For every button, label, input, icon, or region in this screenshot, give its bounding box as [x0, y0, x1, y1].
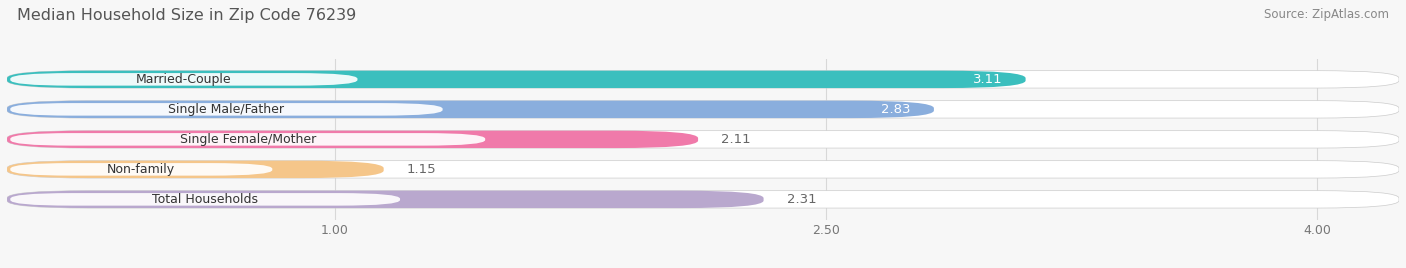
FancyBboxPatch shape [7, 101, 934, 118]
FancyBboxPatch shape [7, 191, 763, 208]
FancyBboxPatch shape [7, 161, 384, 178]
Text: Non-family: Non-family [107, 163, 176, 176]
FancyBboxPatch shape [10, 193, 401, 206]
FancyBboxPatch shape [10, 133, 485, 146]
FancyBboxPatch shape [10, 163, 273, 176]
FancyBboxPatch shape [10, 103, 443, 116]
FancyBboxPatch shape [7, 161, 1399, 178]
Text: 2.11: 2.11 [721, 133, 751, 146]
Text: Single Female/Mother: Single Female/Mother [180, 133, 316, 146]
Text: 2.83: 2.83 [882, 103, 911, 116]
Text: 2.31: 2.31 [786, 193, 815, 206]
FancyBboxPatch shape [7, 131, 699, 148]
FancyBboxPatch shape [7, 191, 1399, 208]
Text: 3.11: 3.11 [973, 73, 1002, 86]
Text: 1.15: 1.15 [406, 163, 436, 176]
Text: Total Households: Total Households [152, 193, 259, 206]
Text: Median Household Size in Zip Code 76239: Median Household Size in Zip Code 76239 [17, 8, 356, 23]
FancyBboxPatch shape [10, 73, 357, 85]
Text: Source: ZipAtlas.com: Source: ZipAtlas.com [1264, 8, 1389, 21]
FancyBboxPatch shape [7, 101, 1399, 118]
Text: Married-Couple: Married-Couple [136, 73, 232, 86]
FancyBboxPatch shape [7, 71, 1399, 88]
FancyBboxPatch shape [7, 131, 1399, 148]
Text: Single Male/Father: Single Male/Father [169, 103, 284, 116]
FancyBboxPatch shape [7, 71, 1025, 88]
